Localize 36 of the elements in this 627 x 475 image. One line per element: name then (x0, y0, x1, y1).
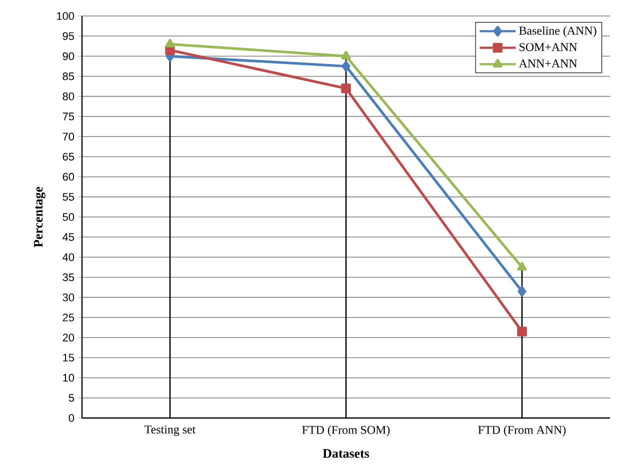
y-tick-label: 70 (62, 132, 74, 140)
y-tick-label: 30 (62, 294, 74, 302)
y-tick-label: 85 (62, 72, 74, 80)
x-tick-label: Testing set (144, 426, 196, 436)
point (517, 262, 527, 271)
y-tick-label: 20 (62, 334, 74, 342)
y-tick-label: 10 (63, 374, 74, 382)
point (518, 286, 526, 297)
y-tick-label: 60 (62, 172, 74, 181)
point (517, 326, 527, 336)
x-tick-label: FTD (From SOM) (302, 426, 390, 436)
y-tick-label: 75 (62, 112, 74, 120)
y-tick-label: 0 (68, 414, 74, 422)
point (341, 50, 351, 60)
y-tick-label: 25 (62, 314, 74, 322)
y-tick-label: 90 (62, 52, 74, 60)
y-tick-label: 95 (62, 32, 74, 40)
y-tick-label: 15 (63, 354, 74, 362)
legend-label: ANN+ANN (518, 59, 578, 68)
point (342, 60, 350, 72)
y-tick-label: 65 (62, 152, 74, 161)
point (165, 38, 175, 48)
x-axis-title: Datasets (322, 449, 370, 458)
y-tick-label: 55 (62, 193, 74, 201)
y-tick-label: 80 (62, 92, 74, 100)
legend-label: SOM+ANN (520, 43, 578, 52)
y-tick-label: 35 (62, 273, 74, 282)
y-tick-label: 40 (62, 253, 74, 262)
x-tick-label: FTD (From ANN) (478, 426, 566, 436)
y-tick-label: 100 (57, 12, 74, 20)
y-tick-label: 5 (68, 394, 74, 402)
legend-label: Baseline (ANN) (519, 26, 596, 38)
point (341, 83, 351, 94)
y-tick-label: 45 (62, 233, 74, 241)
y-axis-title: Percentage (34, 186, 46, 248)
y-tick-label: 50 (62, 213, 74, 221)
